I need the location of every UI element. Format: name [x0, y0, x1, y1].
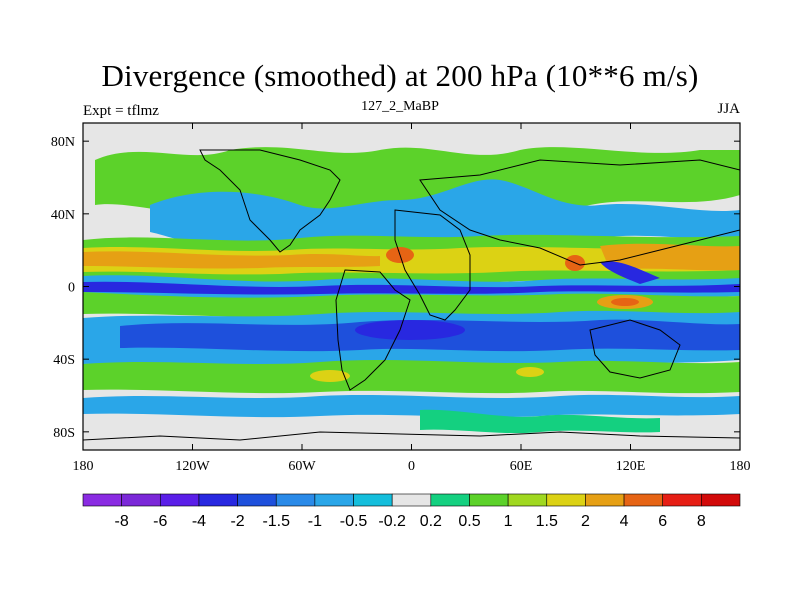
colorbar-swatch	[314, 493, 354, 507]
colorbar-label: 1	[504, 513, 513, 530]
colorbar-label: -1	[308, 513, 322, 530]
coastline-eurasia	[419, 159, 740, 266]
x-tick-label: 0	[408, 459, 415, 474]
y-axis: 80N 40N 0 40S 80S	[51, 135, 740, 441]
coastline-africa	[394, 209, 471, 321]
x-tick-label: 60W	[288, 459, 316, 474]
colorbar-swatch	[353, 493, 393, 507]
y-tick-label: 0	[68, 281, 75, 296]
season-label: JJA	[717, 101, 740, 117]
colorbar-swatch	[623, 493, 664, 507]
colorbar-swatch	[198, 493, 238, 507]
chart-title: Divergence (smoothed) at 200 hPa (10**6 …	[101, 58, 699, 93]
case-label: 127_2_MaBP	[361, 99, 439, 114]
contour-south-highlat-green	[420, 409, 660, 434]
coastline-antarctica	[83, 431, 740, 441]
coastline-south-america	[335, 269, 411, 391]
colorbar-label: -0.5	[340, 513, 368, 530]
colorbar-label: -0.2	[378, 513, 406, 530]
colorbar-swatch	[662, 493, 702, 507]
colorbar-label: 1.5	[536, 513, 558, 530]
contour-southmid-green	[83, 360, 740, 394]
colorbar-swatch	[159, 493, 200, 507]
colorbar-label: 2	[581, 513, 590, 530]
colorbar-swatch	[469, 493, 509, 507]
contour-north-cyan	[150, 179, 740, 246]
colorbar: -8 -6 -4 -2 -1.5 -1 -0.5 -0.2 0.2 0.5 1 1.5 2 4 6 8	[82, 493, 741, 530]
colorbar-swatch	[701, 493, 741, 507]
colorbar-swatch	[430, 493, 470, 507]
x-axis: 180 120W 60W 0 60E 120E 180	[73, 123, 751, 474]
colorbar-swatch	[507, 493, 548, 507]
colorbar-swatch	[82, 493, 122, 507]
colorbar-label: -6	[153, 513, 167, 530]
colorbar-swatch	[121, 493, 161, 507]
x-tick-label: 180	[730, 459, 751, 474]
colorbar-swatch	[275, 493, 316, 507]
coastline-north-america	[199, 149, 341, 253]
x-tick-label: 180	[73, 459, 94, 474]
colorbar-label: 0.2	[420, 513, 442, 530]
coastlines	[83, 149, 740, 441]
x-tick-label: 120W	[175, 459, 210, 474]
y-tick-label: 40N	[51, 208, 75, 223]
experiment-label: Expt = tflmz	[83, 103, 159, 119]
contour-south-highlat-cyan	[83, 394, 740, 418]
colorbar-swatch	[391, 493, 432, 507]
colorbar-label: -1.5	[262, 513, 290, 530]
contour-indian-ocean-red	[611, 298, 639, 306]
contour-asia-blue	[600, 261, 660, 284]
colorbar-label: 4	[620, 513, 629, 530]
colorbar-swatch	[585, 493, 625, 507]
x-tick-label: 120E	[616, 459, 646, 474]
colorbar-label: 8	[697, 513, 706, 530]
contour-southmid-yellow	[310, 370, 350, 382]
colorbar-label: -2	[230, 513, 244, 530]
contour-pacific-orange	[600, 243, 740, 271]
contour-tropics-orange	[83, 251, 380, 269]
colorbar-label: -8	[115, 513, 129, 530]
coastline-australia	[589, 319, 681, 379]
y-tick-label: 40S	[53, 353, 75, 368]
y-tick-label: 80N	[51, 135, 75, 150]
map-panel	[82, 122, 741, 451]
contour-fills	[83, 147, 740, 434]
contour-southmid-yellow2	[516, 367, 544, 377]
colorbar-swatch	[546, 493, 586, 507]
colorbar-swatch	[237, 493, 277, 507]
contour-south-darkblue	[355, 320, 465, 340]
colorbar-label: 0.5	[458, 513, 480, 530]
colorbar-label: -4	[192, 513, 206, 530]
y-tick-label: 80S	[53, 426, 75, 441]
contour-equator-blue	[83, 281, 740, 295]
colorbar-label: 6	[658, 513, 667, 530]
x-tick-label: 60E	[510, 459, 533, 474]
